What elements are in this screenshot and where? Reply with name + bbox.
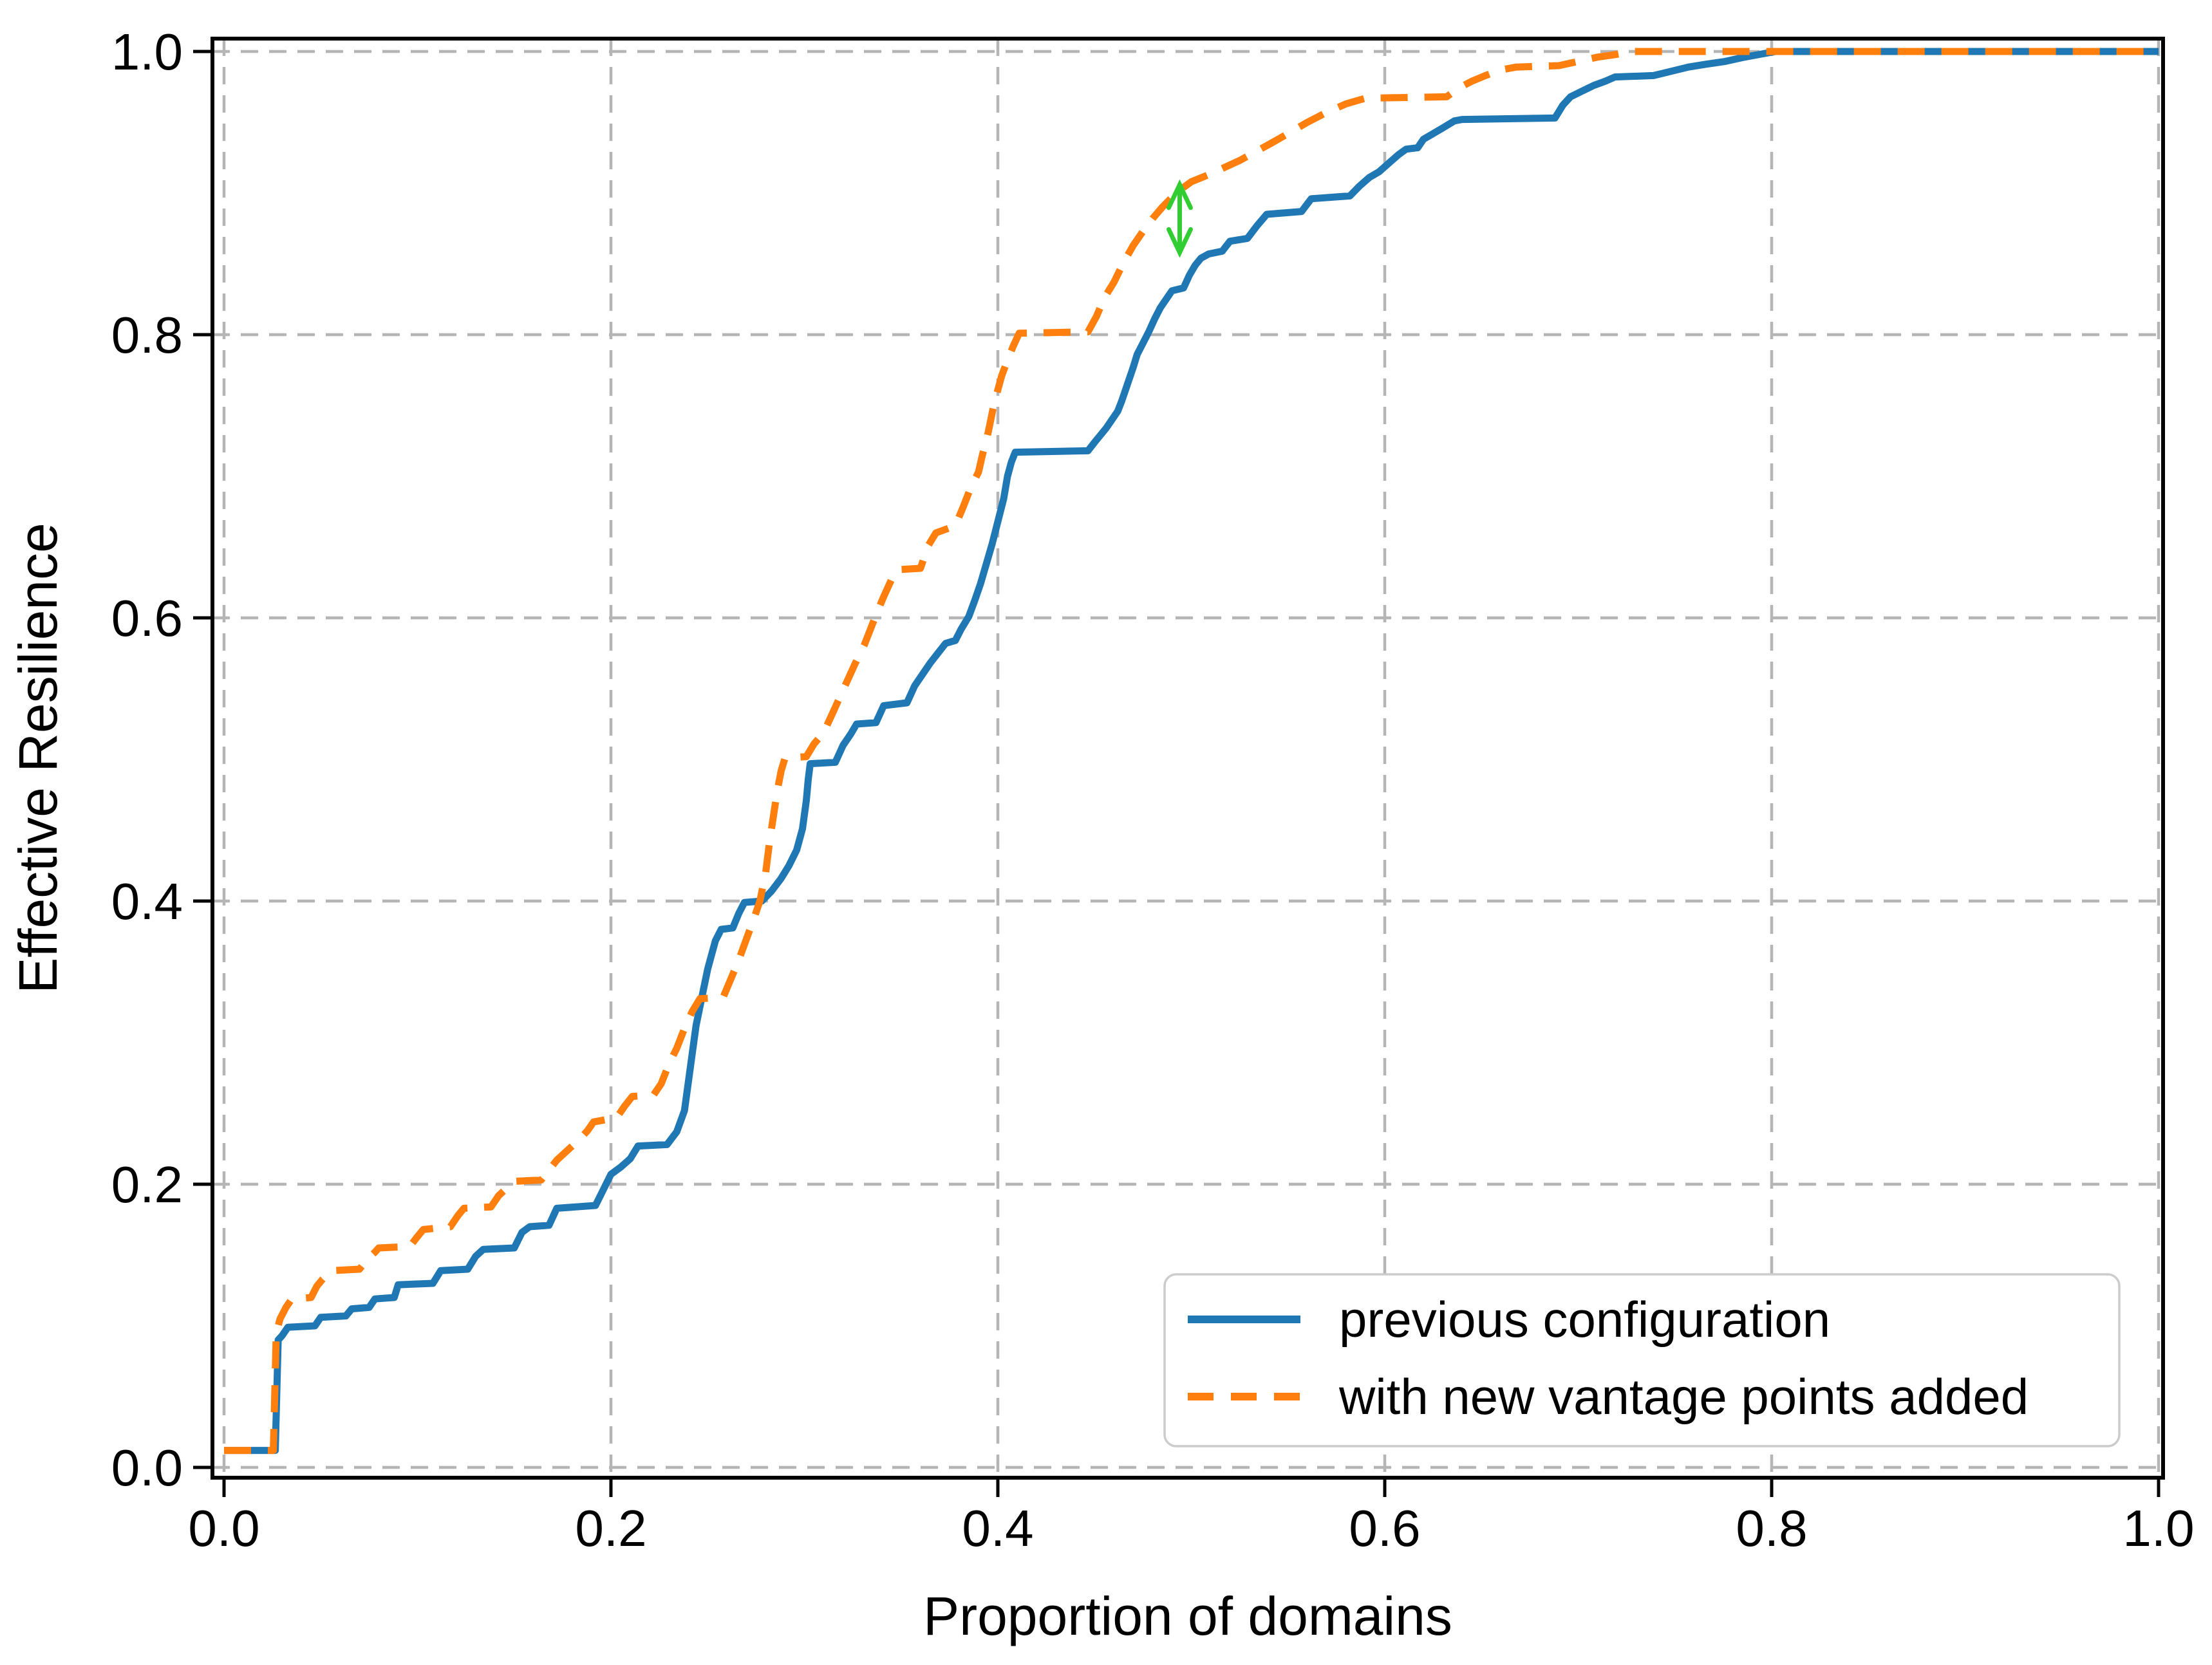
arrow-head-down — [1166, 227, 1193, 258]
x-tick-label: 0.6 — [1349, 1500, 1420, 1557]
y-axis-label: Effective Resilience — [8, 523, 68, 993]
x-tick-labels: 0.0 0.2 0.4 0.6 0.8 1.0 — [188, 1500, 2194, 1557]
x-tick-label: 0.8 — [1736, 1500, 1807, 1557]
annotation-double-arrow — [1166, 179, 1193, 258]
y-tick-label: 0.2 — [111, 1156, 183, 1213]
legend: previous configuration with new vantage p… — [1163, 1273, 2121, 1447]
y-tick-label: 0.6 — [111, 590, 183, 647]
y-tick-labels: 0.0 0.2 0.4 0.6 0.8 1.0 — [111, 23, 183, 1496]
x-tick-label: 1.0 — [2123, 1500, 2194, 1557]
x-tick-label: 0.4 — [962, 1500, 1033, 1557]
y-tick-label: 0.8 — [111, 306, 183, 364]
y-tick-label: 1.0 — [111, 23, 183, 80]
y-tick-label: 0.0 — [111, 1439, 183, 1496]
series-line-with-new-vantage-points-added — [224, 48, 2159, 1455]
axes — [193, 37, 2165, 1497]
legend-label: previous configuration — [1339, 1291, 1830, 1348]
y-tick-label: 0.4 — [111, 873, 183, 930]
plot-series — [224, 48, 2159, 1455]
legend-box — [1163, 1273, 2121, 1447]
plot-border — [211, 37, 2165, 1480]
x-tick-label: 0.2 — [575, 1500, 646, 1557]
gridlines — [212, 39, 2163, 1478]
x-tick-label: 0.0 — [188, 1500, 259, 1557]
series-line-previous-configuration — [224, 48, 2159, 1455]
legend-label: with new vantage points added — [1338, 1368, 2029, 1425]
arrow-head-up — [1166, 179, 1193, 210]
x-axis-label: Proportion of domains — [923, 1586, 1452, 1646]
